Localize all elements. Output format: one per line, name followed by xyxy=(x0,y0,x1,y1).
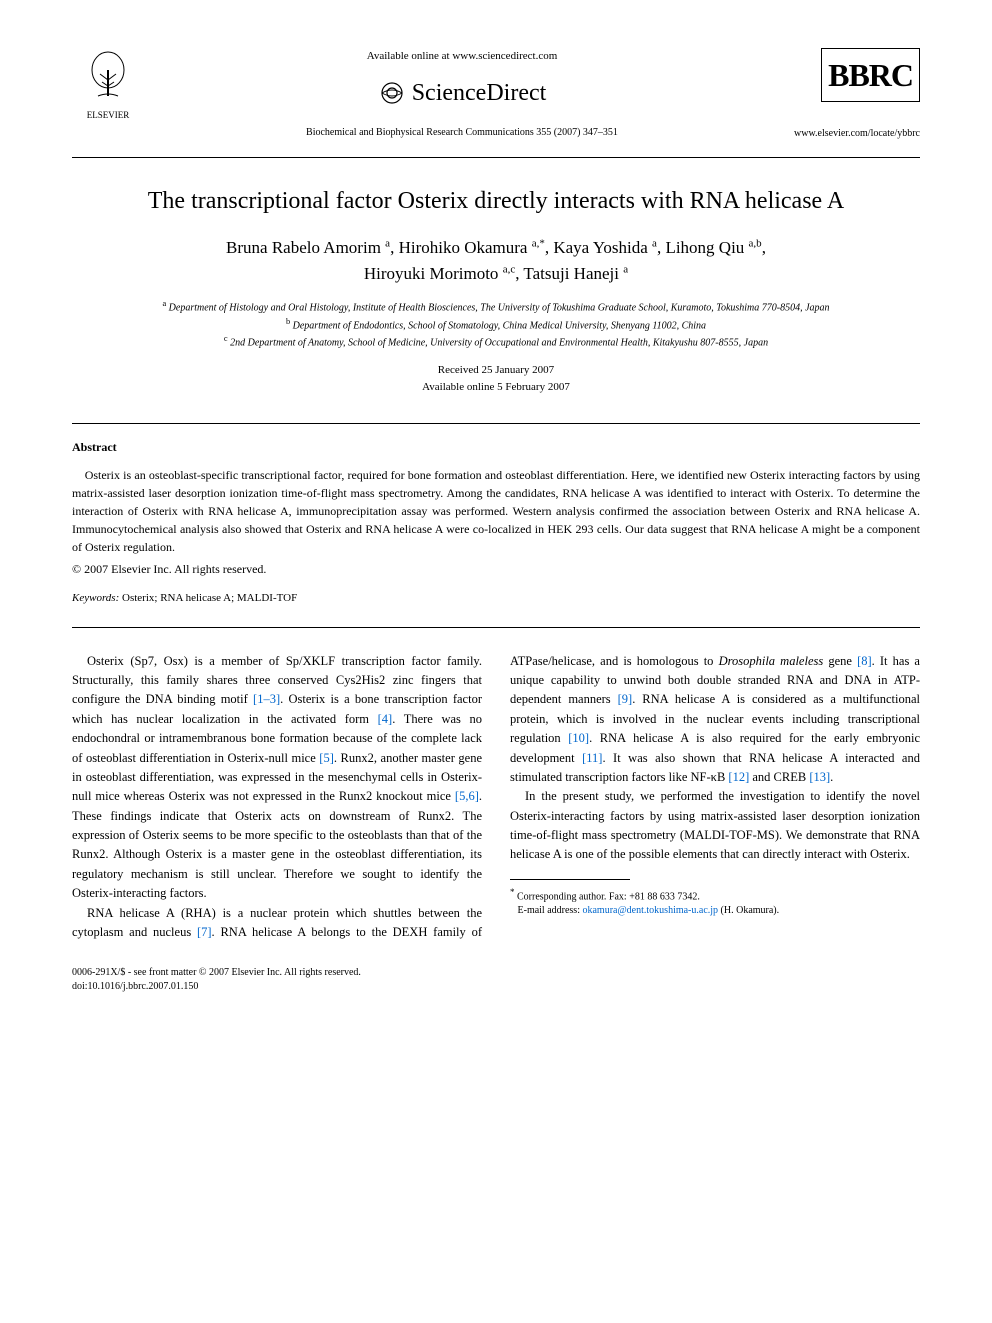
journal-reference: Biochemical and Biophysical Research Com… xyxy=(160,125,764,140)
author-5: Hiroyuki Morimoto xyxy=(364,264,503,283)
corr-asterisk: * xyxy=(510,887,515,897)
locate-url: www.elsevier.com/locate/ybbrc xyxy=(780,126,920,141)
body-columns: Osterix (Sp7, Osx) is a member of Sp/XKL… xyxy=(72,652,920,943)
author-6: , Tatsuji Haneji xyxy=(515,264,623,283)
author-2-aff: a,* xyxy=(532,238,545,250)
authors-line: Bruna Rabelo Amorim a, Hirohiko Okamura … xyxy=(72,235,920,286)
abstract-body: Osterix is an osteoblast-specific transc… xyxy=(72,466,920,556)
sciencedirect-text: ScienceDirect xyxy=(412,75,547,111)
abstract-bottom-rule xyxy=(72,627,920,628)
author-6-aff: a xyxy=(623,263,628,275)
email-label: E-mail address: xyxy=(518,905,580,916)
species-name: Drosophila maleless xyxy=(719,654,824,668)
ref-13[interactable]: [13] xyxy=(809,770,830,784)
bbrc-logo: BBRC xyxy=(821,48,920,102)
header-row: ELSEVIER Available online at www.science… xyxy=(72,48,920,141)
elsevier-logo: ELSEVIER xyxy=(72,48,144,122)
ref-5[interactable]: [5] xyxy=(319,751,334,765)
footnote-separator xyxy=(510,879,630,880)
body-para-3: In the present study, we performed the i… xyxy=(510,787,920,865)
keywords-label: Keywords: xyxy=(72,592,119,604)
corr-author-line: Corresponding author. Fax: +81 88 633 73… xyxy=(517,891,700,902)
author-1: Bruna Rabelo Amorim xyxy=(226,238,385,257)
p2i: . xyxy=(830,770,833,784)
abstract-heading: Abstract xyxy=(72,438,920,456)
email-attribution: (H. Okamura). xyxy=(718,905,779,916)
bbrc-block: BBRC www.elsevier.com/locate/ybbrc xyxy=(780,48,920,141)
sciencedirect-brand: ScienceDirect xyxy=(160,75,764,111)
issn-line: 0006-291X/$ - see front matter © 2007 El… xyxy=(72,966,920,980)
article-dates: Received 25 January 2007 Available onlin… xyxy=(72,362,920,395)
doi-line: doi:10.1016/j.bbrc.2007.01.150 xyxy=(72,980,920,994)
center-header: Available online at www.sciencedirect.co… xyxy=(144,48,780,140)
author-2: , Hirohiko Okamura xyxy=(390,238,532,257)
bottom-meta: 0006-291X/$ - see front matter © 2007 El… xyxy=(72,966,920,994)
header-rule xyxy=(72,157,920,158)
ref-9[interactable]: [9] xyxy=(618,692,633,706)
ref-8[interactable]: [8] xyxy=(857,654,872,668)
affiliation-b: Department of Endodontics, School of Sto… xyxy=(290,320,706,331)
p2h: and CREB xyxy=(749,770,809,784)
ref-11[interactable]: [11] xyxy=(582,751,602,765)
affiliation-c: 2nd Department of Anatomy, School of Med… xyxy=(228,337,768,348)
ref-4[interactable]: [4] xyxy=(378,712,393,726)
available-online-text: Available online at www.sciencedirect.co… xyxy=(160,48,764,65)
elsevier-label: ELSEVIER xyxy=(72,109,144,123)
ref-5-6[interactable]: [5,6] xyxy=(455,789,479,803)
ref-7[interactable]: [7] xyxy=(197,925,212,939)
online-date: Available online 5 February 2007 xyxy=(72,379,920,396)
elsevier-tree-icon xyxy=(80,48,136,104)
author-5-aff: a,c xyxy=(503,263,516,275)
affiliation-a: Department of Histology and Oral Histolo… xyxy=(166,303,829,314)
ref-10[interactable]: [10] xyxy=(568,731,589,745)
ref-12[interactable]: [12] xyxy=(728,770,749,784)
abstract-copyright: © 2007 Elsevier Inc. All rights reserved… xyxy=(72,560,920,578)
author-4: , Lihong Qiu xyxy=(657,238,749,257)
author-3: , Kaya Yoshida xyxy=(545,238,652,257)
abstract-text: Osterix is an osteoblast-specific transc… xyxy=(72,468,920,554)
footnote-block: * Corresponding author. Fax: +81 88 633 … xyxy=(510,886,920,918)
email-address[interactable]: okamura@dent.tokushima-u.ac.jp xyxy=(580,905,718,916)
ref-1-3[interactable]: [1–3] xyxy=(253,692,280,706)
p1e: . These findings indicate that Osterix a… xyxy=(72,789,482,900)
received-date: Received 25 January 2007 xyxy=(72,362,920,379)
body-para-1: Osterix (Sp7, Osx) is a member of Sp/XKL… xyxy=(72,652,482,904)
author-4-aff: a,b xyxy=(749,238,762,250)
sciencedirect-icon xyxy=(378,79,406,107)
keywords-list: Osterix; RNA helicase A; MALDI-TOF xyxy=(119,592,297,604)
affiliations: a Department of Histology and Oral Histo… xyxy=(72,298,920,350)
abstract-top-rule xyxy=(72,423,920,424)
keywords-line: Keywords: Osterix; RNA helicase A; MALDI… xyxy=(72,590,920,607)
p2c: gene xyxy=(823,654,857,668)
article-title: The transcriptional factor Osterix direc… xyxy=(72,186,920,217)
